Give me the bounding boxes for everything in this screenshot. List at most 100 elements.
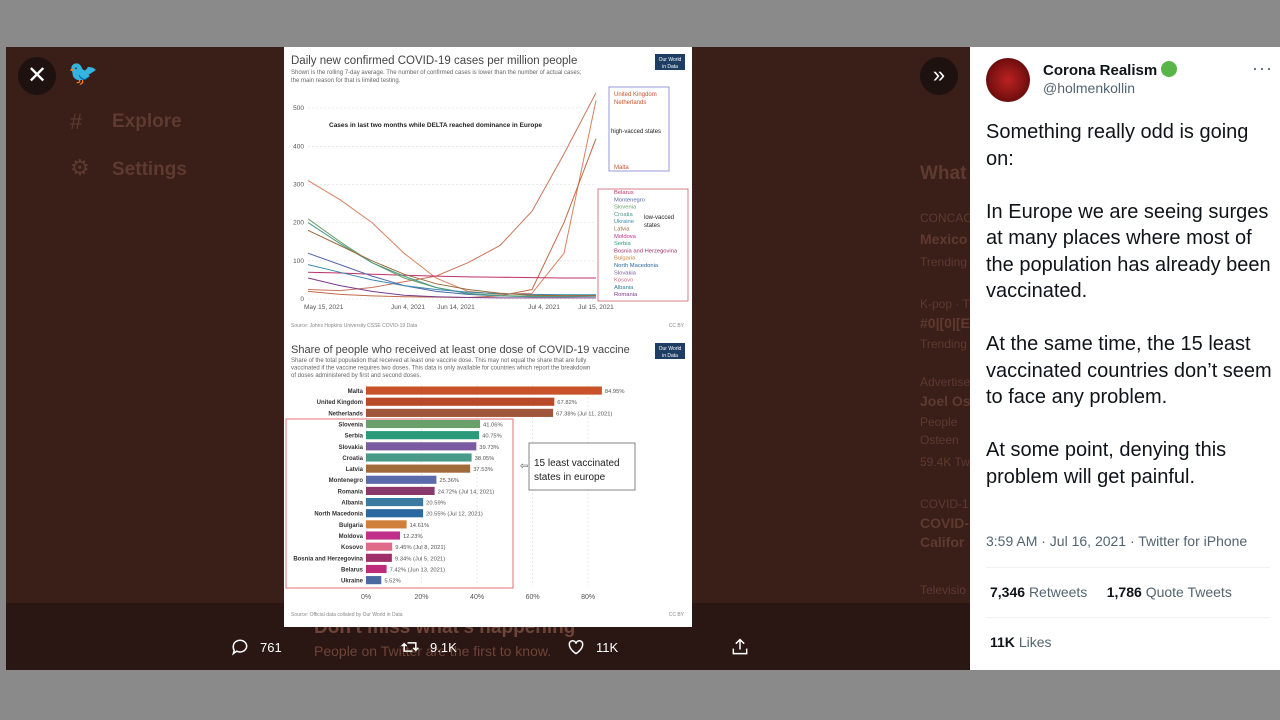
- bar-category-label: Kosovo: [341, 545, 363, 551]
- avatar[interactable]: [986, 58, 1030, 102]
- x-tick-label: Jun 14, 2021: [437, 304, 475, 311]
- gear-icon: ⚙: [70, 155, 90, 180]
- y-tick-label: 300: [293, 181, 304, 188]
- tweet-paragraph: Something really odd is going on:: [986, 121, 1249, 170]
- bar: [366, 542, 393, 551]
- tweet-timestamp[interactable]: 3:59 AM · Jul 16, 2021 · Twitter for iPh…: [986, 533, 1248, 549]
- bar-value-label: 41.06%: [483, 422, 503, 428]
- y-tick-label: 400: [293, 143, 304, 150]
- bg-trend-loc: CONCAC: [920, 211, 973, 225]
- twitter-logo-icon: 🐦: [68, 60, 98, 87]
- series-line: [307, 271, 596, 279]
- share-button[interactable]: [730, 637, 750, 657]
- bg-trend-loc: K-pop · T: [920, 297, 970, 311]
- legend-entry: Croatia: [614, 212, 633, 218]
- bar-value-label: 24.72% (Jul 14, 2021): [438, 489, 495, 495]
- quote-tweets-stat[interactable]: 1,786 Quote Tweets: [1107, 584, 1232, 600]
- bar-category-label: Serbia: [345, 434, 364, 440]
- legend-entry: Moldova: [614, 234, 637, 240]
- bg-whats-happening: What: [920, 163, 967, 184]
- bar: [366, 386, 602, 395]
- expand-panel-button[interactable]: »: [920, 57, 958, 95]
- legend-entry: Albania: [614, 285, 634, 291]
- close-button[interactable]: ✕: [18, 57, 56, 95]
- bar-value-label: 12.23%: [403, 534, 423, 540]
- series-line: [307, 277, 596, 299]
- bar-value-label: 20.55% (Jul 12, 2021): [426, 512, 483, 518]
- bg-trend-title: Joel Os: [920, 393, 971, 409]
- bg-trend-title: Califor: [920, 534, 965, 550]
- likes-count: 11K: [990, 634, 1015, 650]
- tweet-image[interactable]: Daily new confirmed COVID-19 cases per m…: [284, 47, 692, 627]
- owid-logo-text: in Data: [662, 64, 678, 70]
- bg-trend-loc: COVID-1: [920, 497, 969, 511]
- bar-value-label: 67.82%: [557, 400, 577, 406]
- author-name-link[interactable]: Corona Realism: [1043, 61, 1178, 79]
- legend-entry: Latvia: [614, 227, 630, 233]
- tweet-paragraph: At some point, denying this problem will…: [986, 439, 1227, 488]
- retweets-stat[interactable]: 7,346 Retweets: [990, 584, 1087, 600]
- x-tick-label: 60%: [526, 594, 540, 601]
- x-tick-label: May 15, 2021: [304, 304, 344, 311]
- bar-category-label: Bosnia and Herzegovina: [293, 556, 363, 562]
- author-handle[interactable]: @holmenkollin: [1043, 80, 1136, 96]
- tweet-paragraph: At the same time, the 15 least vaccinate…: [986, 333, 1272, 408]
- action-bar: 761 9.1K 11K: [230, 637, 750, 663]
- bar: [366, 486, 435, 495]
- chart1-title: Daily new confirmed COVID-19 cases per m…: [291, 55, 577, 67]
- bar: [366, 576, 382, 585]
- legend-entry: United Kingdom: [614, 92, 657, 98]
- divider: [986, 617, 1270, 618]
- bar-value-label: 40.75%: [482, 434, 502, 440]
- bar-category-label: Croatia: [342, 456, 363, 462]
- y-tick-label: 0: [300, 296, 304, 303]
- likes-stat[interactable]: 11K Likes: [990, 634, 1052, 650]
- chart1-license: CC BY: [669, 323, 685, 329]
- bar-category-label: North Macedonia: [314, 512, 363, 518]
- series-line: [307, 264, 596, 296]
- legend-entry: Netherlands: [614, 100, 646, 106]
- least-vaccinated-highlight: [285, 418, 514, 589]
- bar: [366, 431, 480, 440]
- bar-value-label: 9.34% (Jul 5, 2021): [395, 556, 445, 562]
- legend-entry: Belarus: [614, 190, 634, 196]
- bar-category-label: Albania: [341, 501, 363, 507]
- bar-value-label: 14.61%: [410, 523, 430, 529]
- bar-category-label: Latvia: [346, 467, 364, 473]
- legend-entry: North Macedonia: [614, 263, 659, 269]
- legend-group-label: low-vacced: [644, 215, 674, 221]
- bar-value-label: 39.73%: [479, 445, 499, 451]
- legend-entry: Ukraine: [614, 219, 634, 225]
- chart2-subtitle: Share of the total population that recei…: [291, 358, 586, 364]
- chart1-subtitle: Shown is the rolling 7-day average. The …: [291, 70, 582, 76]
- bar: [366, 498, 424, 507]
- more-options-button[interactable]: ···: [1252, 58, 1273, 79]
- bar-value-label: 37.53%: [473, 467, 493, 473]
- quotes-count: 1,786: [1106, 584, 1142, 600]
- owid-logo: [655, 54, 685, 70]
- like-button[interactable]: 11K: [566, 637, 618, 657]
- bg-trend-loc: Advertised: [920, 375, 977, 389]
- y-tick-label: 500: [293, 105, 304, 112]
- bar-category-label: Romania: [338, 489, 364, 495]
- bar: [366, 553, 392, 562]
- series-line: [307, 100, 597, 295]
- bar-value-label: 84.95%: [605, 389, 625, 395]
- x-tick-label: Jul 4, 2021: [528, 304, 560, 311]
- reply-button[interactable]: 761: [230, 637, 282, 657]
- heart-icon: [568, 639, 584, 655]
- x-tick-label: 80%: [581, 594, 595, 601]
- chart1-source: Source: Johns Hopkins University CSSE CO…: [291, 323, 417, 329]
- retweet-button[interactable]: 9.1K: [400, 637, 457, 657]
- retweet-icon: [401, 642, 419, 652]
- legend-entry: Montenegro: [614, 197, 645, 203]
- tweet-paragraph: In Europe we are seeing surges at many p…: [986, 200, 1271, 303]
- x-tick-label: Jul 15, 2021: [578, 304, 614, 311]
- tweet-detail-panel: Corona Realism @holmenkollin ··· Somethi…: [970, 47, 1280, 670]
- bar-category-label: Malta: [348, 389, 364, 395]
- likes-label: Likes: [1018, 634, 1052, 650]
- chart-image: Daily new confirmed COVID-19 cases per m…: [285, 54, 689, 618]
- x-tick-label: 0%: [361, 594, 371, 601]
- callout-text: 15 least vaccinated: [534, 458, 620, 469]
- chart1-annotation: Cases in last two months while DELTA rea…: [329, 122, 542, 129]
